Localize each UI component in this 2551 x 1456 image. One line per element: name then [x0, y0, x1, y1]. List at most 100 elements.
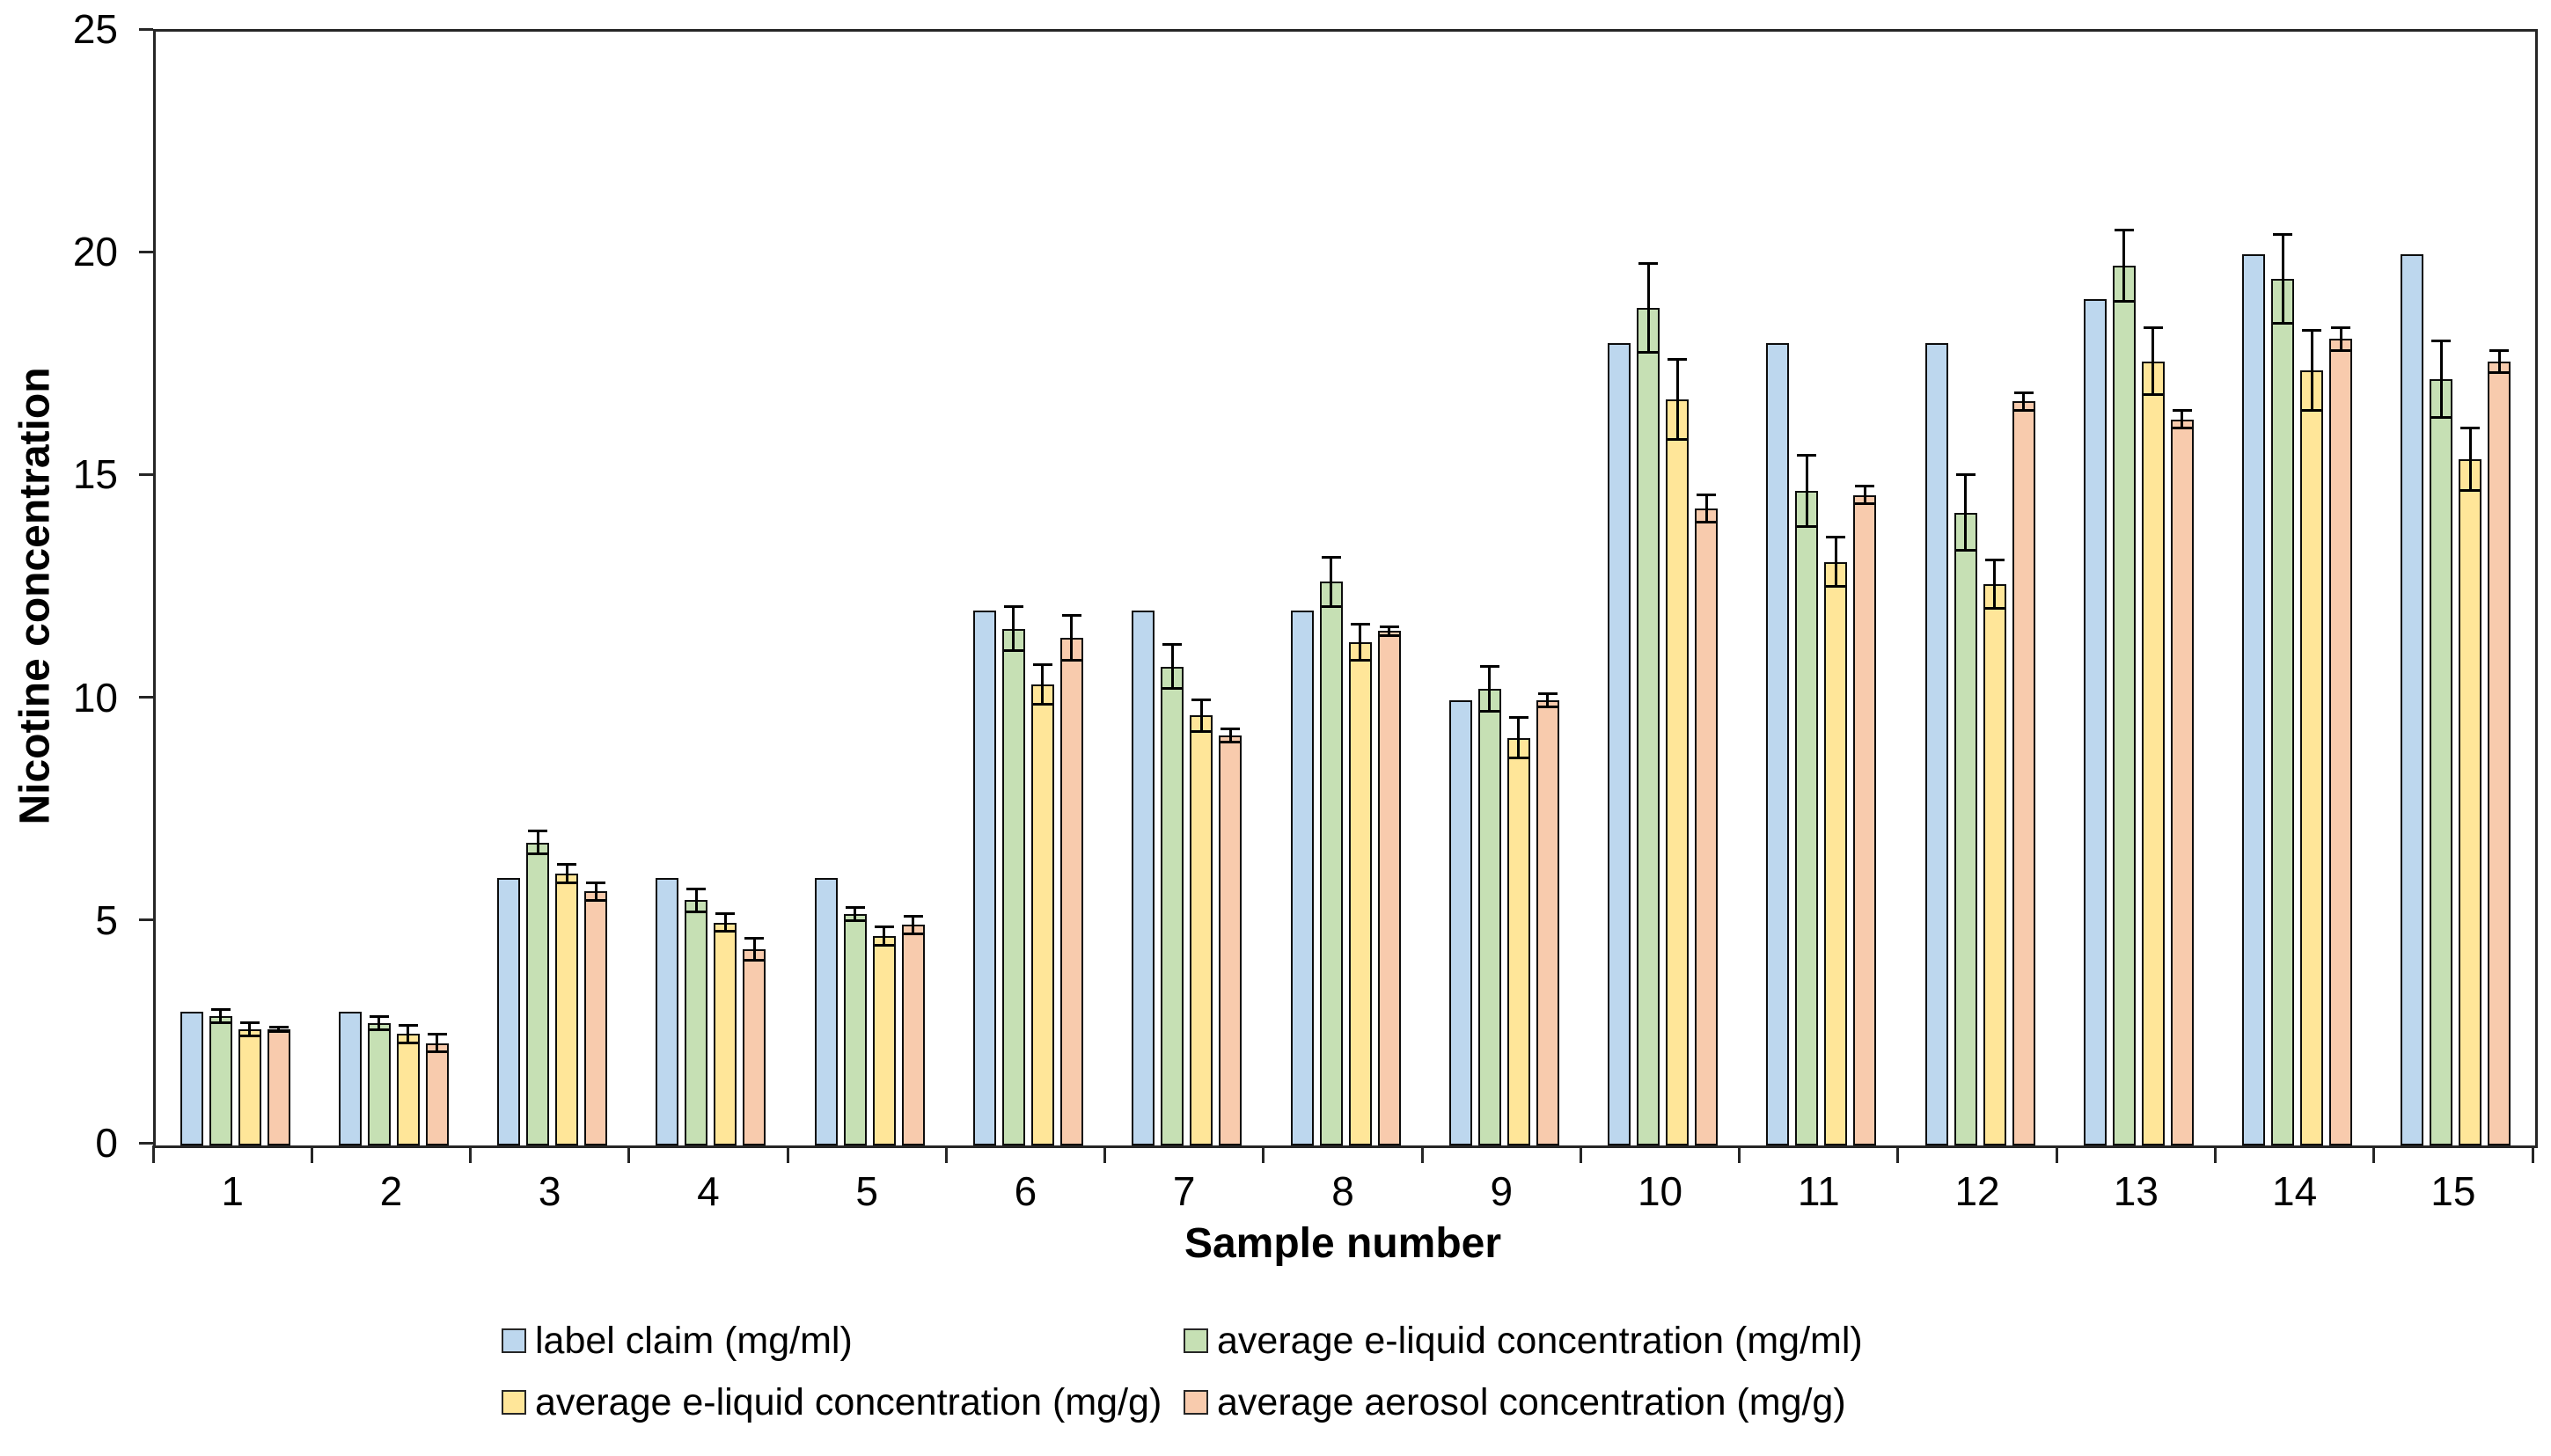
bar-average-e-liquid-concentration-mg-ml-sample-13 [2112, 265, 2136, 1145]
error-bar-cap [1797, 453, 1817, 457]
error-bar-cap [1221, 728, 1241, 731]
error-bar-cap [2273, 232, 2293, 236]
error-bar-cap [1638, 351, 1659, 355]
error-bar-cap [369, 1028, 389, 1031]
y-tick [139, 250, 153, 253]
error-bar-cap [744, 959, 765, 962]
error-bar-cap [715, 930, 736, 933]
x-tick [2055, 1145, 2058, 1163]
legend-swatch-icon [502, 1390, 526, 1415]
y-tick-label: 0 [95, 1120, 118, 1166]
bar-average-e-liquid-concentration-mg-g-sample-5 [872, 936, 896, 1145]
error-bar [594, 882, 597, 901]
y-axis-title: Nicotine concentration [11, 367, 59, 825]
error-bar-cap [2489, 370, 2510, 374]
x-tick [1103, 1145, 1107, 1163]
error-bar-cap [2460, 489, 2481, 493]
error-bar [1993, 560, 1997, 609]
error-bar-cap [268, 1026, 289, 1029]
error-bar [854, 907, 857, 921]
x-tick-label: 2 [379, 1168, 403, 1214]
plot-area [153, 29, 2538, 1148]
x-tick [1420, 1145, 1424, 1163]
bar-average-e-liquid-concentration-mg-g-sample-6 [1030, 684, 1054, 1145]
error-bar [1199, 699, 1203, 732]
error-bar-cap [2013, 408, 2034, 412]
bar-label-claim-mg-ml-sample-11 [1766, 343, 1790, 1145]
x-tick [627, 1145, 631, 1163]
error-bar-cap [427, 1032, 447, 1035]
x-tick-label: 4 [697, 1168, 720, 1214]
error-bar-cap [2302, 328, 2322, 332]
legend-swatch-icon [1184, 1390, 1208, 1415]
bar-average-e-liquid-concentration-mg-ml-sample-6 [1001, 628, 1025, 1145]
x-tick-label: 1 [221, 1168, 244, 1214]
x-tick [944, 1145, 948, 1163]
error-bar-cap [686, 910, 707, 913]
x-tick-label: 3 [538, 1168, 561, 1214]
error-bar [1704, 494, 1708, 523]
error-bar-cap [2114, 299, 2134, 303]
bar-average-aerosol-concentration-mg-g-sample-4 [743, 949, 766, 1145]
error-bar-cap [2114, 228, 2134, 231]
error-bar-cap [2331, 348, 2351, 352]
error-bar [1964, 474, 1968, 551]
bar-label-claim-mg-ml-sample-10 [1608, 343, 1631, 1145]
bar-average-e-liquid-concentration-mg-ml-sample-11 [1795, 490, 1819, 1145]
y-tick-label: 5 [95, 896, 118, 943]
error-bar-cap [686, 888, 707, 891]
error-bar-cap [1379, 633, 1399, 637]
error-bar-cap [1826, 536, 1846, 539]
error-bar [1330, 557, 1332, 607]
error-bar-cap [528, 830, 548, 833]
bar-average-e-liquid-concentration-mg-ml-sample-7 [1161, 666, 1184, 1145]
error-bar-cap [845, 918, 865, 922]
error-bar-cap [1984, 607, 2005, 611]
error-bar [277, 1027, 281, 1032]
x-tick-label: 11 [1797, 1168, 1840, 1214]
bar-average-e-liquid-concentration-mg-g-sample-1 [238, 1029, 261, 1145]
error-bar-cap [1537, 705, 1558, 708]
error-bar-cap [557, 881, 577, 884]
error-bar-cap [1350, 623, 1370, 626]
error-bar-cap [1003, 649, 1023, 653]
x-tick [1896, 1145, 1900, 1163]
legend-swatch-icon [502, 1328, 526, 1353]
y-tick-label: 20 [72, 229, 118, 275]
error-bar-cap [1479, 709, 1499, 713]
error-bar-cap [2013, 391, 2034, 394]
bar-average-e-liquid-concentration-mg-ml-sample-4 [685, 900, 708, 1145]
error-bar [436, 1034, 439, 1052]
error-bar-cap [1032, 662, 1052, 666]
legend-swatch-icon [1184, 1328, 1208, 1353]
bar-label-claim-mg-ml-sample-7 [1132, 611, 1155, 1145]
error-bar-cap [1537, 691, 1558, 695]
x-tick-label: 13 [2113, 1168, 2159, 1214]
error-bar-cap [2302, 408, 2322, 412]
legend-label: average e-liquid concentration (mg/ml) [1217, 1319, 1863, 1362]
bar-label-claim-mg-ml-sample-15 [2401, 254, 2424, 1145]
x-tick [1738, 1145, 1741, 1163]
error-bar [1805, 455, 1808, 527]
error-bar [1041, 664, 1045, 705]
error-bar [2181, 410, 2184, 428]
error-bar-cap [1668, 437, 1688, 441]
error-bar [2310, 330, 2313, 411]
bar-label-claim-mg-ml-sample-8 [1290, 611, 1314, 1145]
error-bar-cap [398, 1042, 418, 1045]
y-tick [139, 472, 153, 476]
bar-label-claim-mg-ml-sample-3 [497, 878, 521, 1145]
bar-average-e-liquid-concentration-mg-ml-sample-15 [2430, 379, 2453, 1145]
x-axis-title: Sample number [1184, 1220, 1502, 1267]
bar-average-aerosol-concentration-mg-g-sample-8 [1377, 631, 1401, 1145]
x-tick-label: 5 [855, 1168, 878, 1214]
x-tick [786, 1145, 789, 1163]
x-tick [310, 1145, 313, 1163]
legend-item: average e-liquid concentration (mg/ml) [1184, 1319, 1863, 1362]
error-bar-cap [1162, 687, 1183, 691]
error-bar-cap [1508, 756, 1528, 759]
error-bar-cap [2143, 393, 2163, 397]
x-tick [1262, 1145, 1265, 1163]
error-bar [2468, 428, 2472, 491]
